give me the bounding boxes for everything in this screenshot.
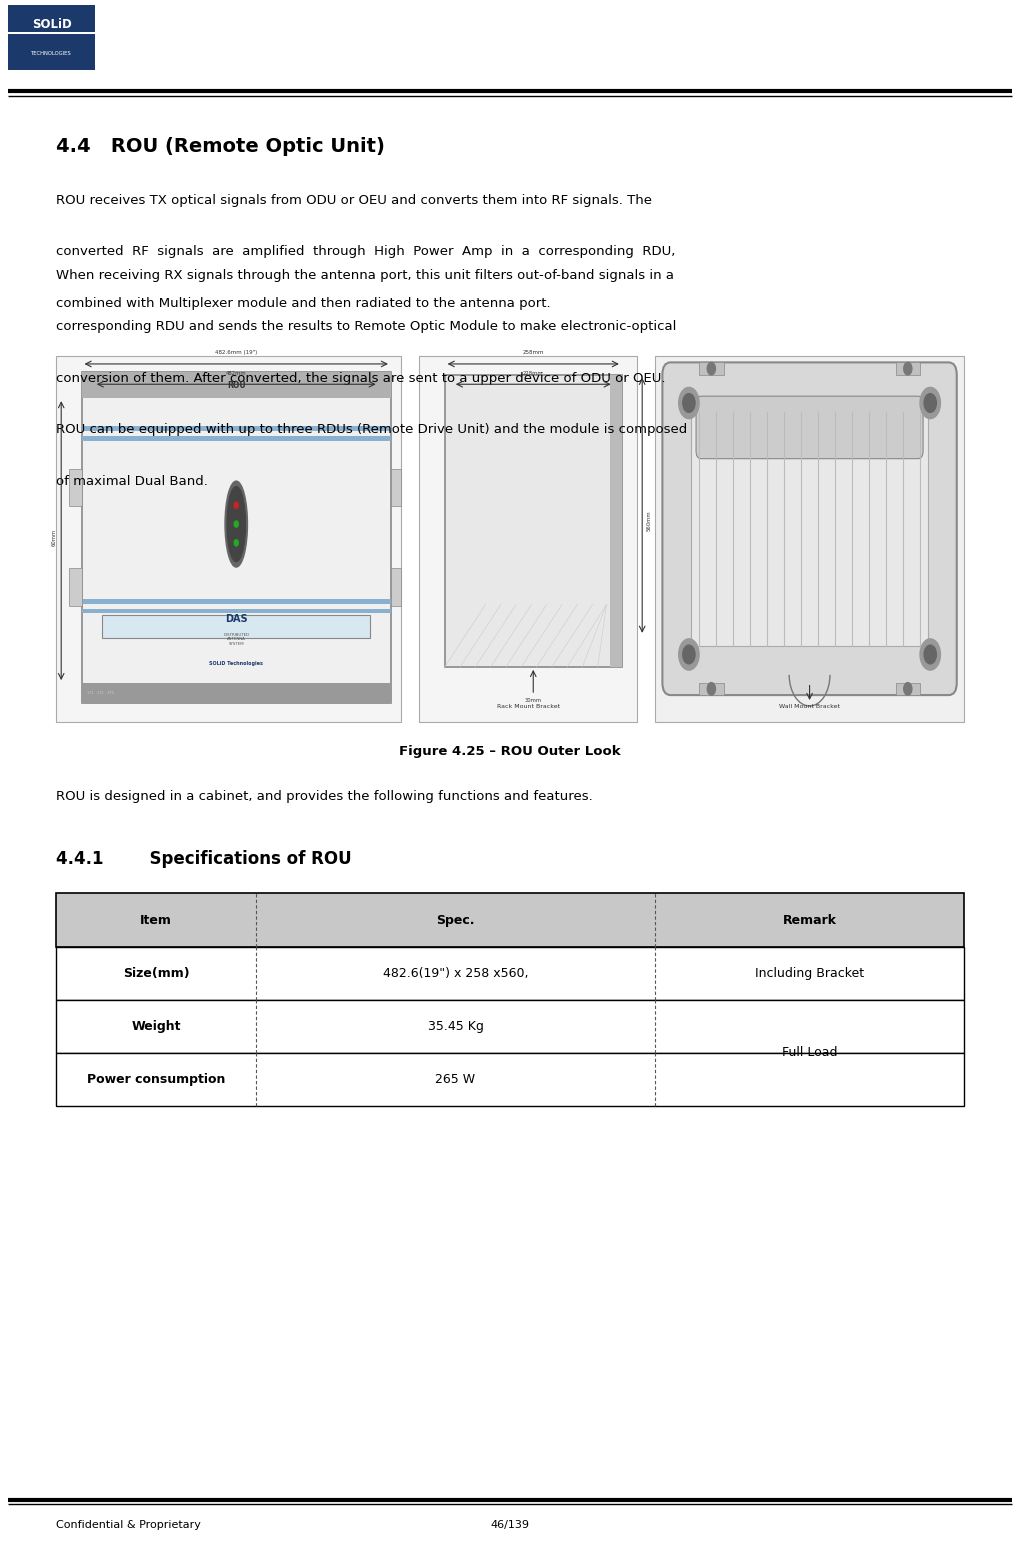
Ellipse shape [234, 503, 238, 509]
Text: conversion of them. After converted, the signals are sent to a upper device of O: conversion of them. After converted, the… [56, 372, 665, 384]
Text: combined with Multiplexer module and then radiated to the antenna port.: combined with Multiplexer module and the… [56, 297, 550, 309]
Text: 482.6mm (19"): 482.6mm (19") [215, 350, 257, 355]
Text: 4.4   ROU (Remote Optic Unit): 4.4 ROU (Remote Optic Unit) [56, 137, 384, 156]
Bar [82, 372, 390, 703]
Text: DISTRIBUTED
ANTENNA
SYSTEM: DISTRIBUTED ANTENNA SYSTEM [223, 633, 249, 645]
Text: corresponding RDU and sends the results to Remote Optic Module to make electroni: corresponding RDU and sends the results … [56, 320, 676, 333]
Text: ROU is designed in a cabinet, and provides the following functions and features.: ROU is designed in a cabinet, and provid… [56, 790, 592, 803]
Bar [56, 356, 400, 722]
Bar [56, 1053, 963, 1106]
Circle shape [919, 639, 940, 670]
Ellipse shape [234, 540, 238, 547]
Text: Remark: Remark [782, 914, 836, 926]
Bar [444, 375, 622, 667]
Text: 228mm: 228mm [523, 372, 543, 376]
Text: Weight: Weight [131, 1020, 180, 1032]
Bar [698, 683, 722, 695]
Circle shape [682, 645, 694, 664]
Circle shape [919, 387, 940, 419]
Circle shape [923, 645, 935, 664]
Text: 35.45 Kg: 35.45 Kg [427, 1020, 483, 1032]
Bar [895, 362, 919, 375]
Circle shape [678, 387, 698, 419]
Ellipse shape [234, 522, 238, 528]
Circle shape [706, 683, 714, 695]
Bar [654, 356, 963, 722]
Text: 258mm: 258mm [522, 350, 543, 355]
Circle shape [682, 394, 694, 412]
Text: 1T1   2T2   3T3: 1T1 2T2 3T3 [87, 690, 113, 695]
Bar [690, 412, 927, 645]
Bar [82, 683, 390, 703]
Bar [69, 569, 82, 606]
Bar [56, 947, 963, 1000]
Text: SOLiD Technologies: SOLiD Technologies [209, 661, 263, 665]
Text: Rack Mount Bracket: Rack Mount Bracket [496, 704, 559, 709]
Text: ROU receives TX optical signals from ODU or OEU and converts them into RF signal: ROU receives TX optical signals from ODU… [56, 194, 651, 206]
Bar [698, 362, 722, 375]
Bar [69, 469, 82, 506]
Text: 46/139: 46/139 [490, 1520, 529, 1529]
Text: Wall Mount Bracket: Wall Mount Bracket [779, 704, 840, 709]
Text: ROU: ROU [226, 381, 246, 389]
Text: When receiving RX signals through the antenna port, this unit filters out-of-ban: When receiving RX signals through the an… [56, 269, 674, 281]
Circle shape [923, 394, 935, 412]
Bar [102, 615, 370, 639]
Text: Figure 4.25 – ROU Outer Look: Figure 4.25 – ROU Outer Look [398, 745, 621, 758]
Text: 265 W: 265 W [435, 1073, 475, 1086]
Bar [56, 893, 963, 947]
Text: Item: Item [140, 914, 172, 926]
Bar [8, 5, 95, 70]
Text: 30mm: 30mm [524, 698, 541, 703]
Text: SOLiD: SOLiD [32, 17, 71, 31]
Bar [56, 1000, 963, 1053]
Bar [895, 683, 919, 695]
Text: ROU can be equipped with up to three RDUs (Remote Drive Unit) and the module is : ROU can be equipped with up to three RDU… [56, 423, 687, 436]
Bar [82, 609, 390, 614]
Circle shape [903, 683, 911, 695]
Text: 4.4.1        Specifications of ROU: 4.4.1 Specifications of ROU [56, 850, 352, 868]
Bar [609, 375, 622, 667]
Bar [390, 469, 400, 506]
Text: TECHNOLOGIES: TECHNOLOGIES [32, 52, 71, 56]
Text: 560mm: 560mm [646, 511, 651, 531]
Text: Spec.: Spec. [436, 914, 474, 926]
Circle shape [678, 639, 698, 670]
Text: DAS: DAS [225, 614, 248, 623]
Bar [82, 372, 390, 398]
Bar [82, 426, 390, 431]
Ellipse shape [225, 481, 248, 567]
Text: Power consumption: Power consumption [87, 1073, 225, 1086]
Text: 60mm: 60mm [52, 528, 57, 547]
Text: of maximal Dual Band.: of maximal Dual Band. [56, 475, 208, 487]
Bar [82, 436, 390, 442]
FancyBboxPatch shape [661, 362, 956, 695]
Bar [82, 598, 390, 603]
Bar [8, 31, 95, 34]
Text: Confidential & Proprietary: Confidential & Proprietary [56, 1520, 201, 1529]
FancyBboxPatch shape [695, 397, 922, 459]
Bar [419, 356, 637, 722]
Bar [56, 1000, 963, 1053]
Bar [390, 569, 400, 606]
Text: Size(mm): Size(mm) [122, 967, 190, 979]
Circle shape [903, 362, 911, 375]
Bar [56, 1053, 963, 1106]
Text: Including Bracket: Including Bracket [754, 967, 863, 979]
Bar [56, 947, 963, 1000]
Text: 482.6(19") x 258 x560,: 482.6(19") x 258 x560, [382, 967, 528, 979]
Ellipse shape [227, 487, 246, 562]
Text: Full Load: Full Load [781, 1047, 837, 1059]
Text: converted  RF  signals  are  amplified  through  High  Power  Amp  in  a  corres: converted RF signals are amplified throu… [56, 245, 675, 258]
Bar [56, 893, 963, 947]
Circle shape [706, 362, 714, 375]
Text: 482mm: 482mm [225, 372, 247, 376]
